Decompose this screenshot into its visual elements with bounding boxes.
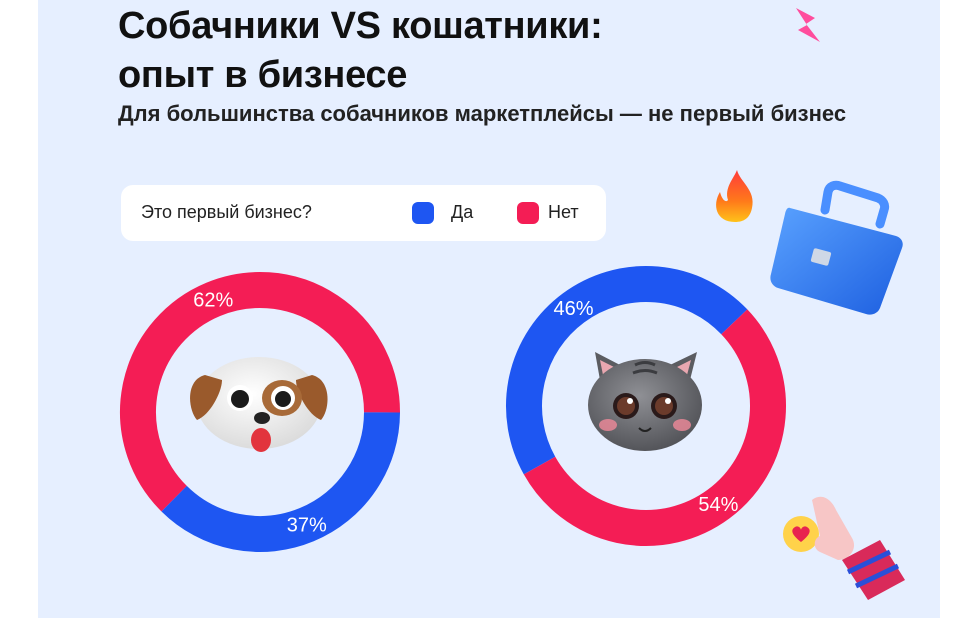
legend-question: Это первый бизнес? — [141, 202, 312, 222]
donut-slice-no — [523, 309, 786, 546]
legend: Это первый бизнес? Да Нет — [121, 185, 606, 241]
donut-slice-no — [120, 272, 400, 512]
title-line-1: Собачники VS кошатники: — [118, 5, 603, 47]
briefcase-icon — [770, 180, 903, 315]
donut-slice-yes — [506, 266, 748, 475]
title-line-2: опыт в бизнесе — [118, 54, 408, 96]
donut-label-no: 54% — [698, 494, 738, 516]
donut-label-yes: 37% — [287, 515, 327, 537]
donut-chart-cats: 46% 54% — [506, 266, 786, 546]
donut-chart-dogs: 62% 37% — [120, 272, 400, 552]
donut-label-yes: 46% — [554, 298, 594, 320]
page-subtitle: Для большинства собачников маркетплейсы … — [118, 101, 847, 126]
hand-with-heart-icon — [783, 496, 905, 600]
legend-label-no: Нет — [548, 202, 579, 222]
legend-swatch-yes — [412, 202, 434, 224]
dog-face-illustration — [190, 357, 328, 452]
fire-icon — [716, 170, 753, 222]
cat-face-illustration — [588, 352, 702, 451]
lightning-icon — [796, 8, 820, 42]
legend-label-yes: Да — [451, 202, 474, 222]
legend-swatch-no — [517, 202, 539, 224]
donut-label-no: 62% — [193, 289, 233, 311]
donut-slice-yes — [161, 411, 400, 552]
page-title: Собачники VS кошатники: опыт в бизнесе — [118, 2, 603, 100]
